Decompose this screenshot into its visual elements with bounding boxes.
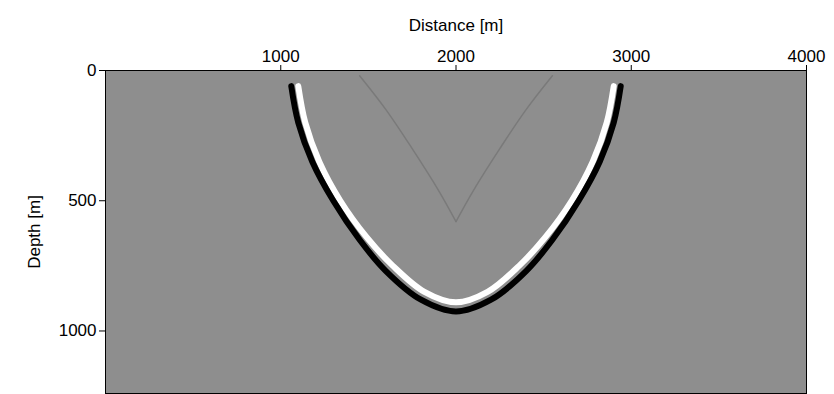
- svg-text:1000: 1000: [59, 321, 97, 340]
- svg-text:2000: 2000: [437, 47, 475, 66]
- svg-text:4000: 4000: [788, 47, 826, 66]
- svg-text:0: 0: [87, 61, 96, 80]
- svg-text:500: 500: [68, 191, 96, 210]
- svg-text:3000: 3000: [612, 47, 650, 66]
- svg-text:1000: 1000: [262, 47, 300, 66]
- svg-text:Depth [m]: Depth [m]: [25, 195, 44, 269]
- svg-text:Distance [m]: Distance [m]: [409, 16, 503, 35]
